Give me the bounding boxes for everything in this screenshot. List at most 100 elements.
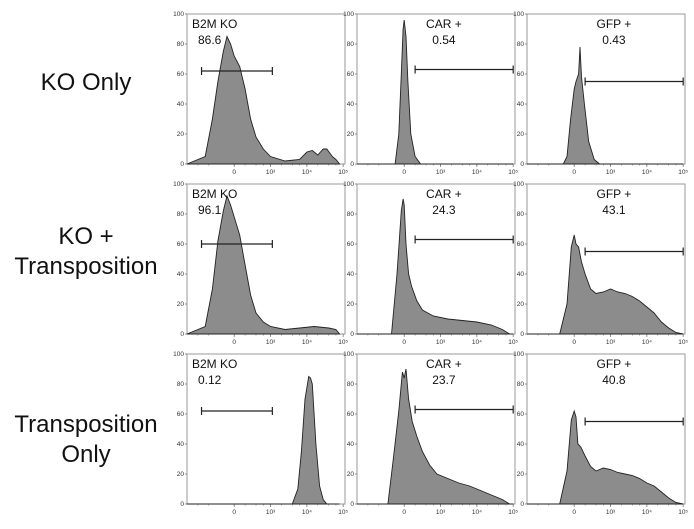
histogram-panel: 0 20 40 60 80 100 0 10³ 10⁴ 10⁵ GFP + 43.1 <box>513 181 688 346</box>
gate-label: GFP + <box>597 357 632 371</box>
x-tick-label: 10³ <box>606 169 616 176</box>
y-tick-label: 40 <box>517 441 525 448</box>
x-tick-label: 10⁵ <box>508 509 518 516</box>
histogram-area <box>186 194 341 335</box>
histogram-area <box>357 198 514 335</box>
y-tick-label: 80 <box>347 211 355 218</box>
gate-percentage: 23.7 <box>432 373 456 387</box>
y-tick-label: 0 <box>180 501 184 508</box>
y-tick-label: 0 <box>350 501 354 508</box>
y-tick-label: 60 <box>177 241 185 248</box>
y-tick-label: 20 <box>517 301 525 308</box>
y-tick-label: 20 <box>177 131 185 138</box>
histogram-area <box>186 35 341 165</box>
histogram-area <box>527 409 684 505</box>
gate-percentage: 43.1 <box>602 203 626 217</box>
x-tick-label: 0 <box>232 339 236 346</box>
y-tick-label: 40 <box>517 101 525 108</box>
x-tick-label: 10³ <box>436 339 446 346</box>
y-tick-label: 80 <box>177 41 185 48</box>
histogram-area <box>357 19 514 165</box>
y-tick-label: 0 <box>180 161 184 168</box>
x-tick-label: 10³ <box>606 339 616 346</box>
y-tick-label: 80 <box>177 211 185 218</box>
y-tick-label: 100 <box>513 11 524 18</box>
x-tick-label: 10³ <box>266 169 276 176</box>
y-tick-label: 60 <box>517 71 525 78</box>
y-tick-label: 100 <box>513 351 524 358</box>
y-tick-label: 80 <box>347 381 355 388</box>
y-tick-label: 0 <box>350 331 354 338</box>
x-tick-label: 10⁵ <box>508 169 518 176</box>
x-tick-label: 0 <box>572 169 576 176</box>
x-tick-label: 10⁵ <box>678 339 688 346</box>
y-tick-label: 60 <box>517 241 525 248</box>
y-tick-label: 0 <box>520 331 524 338</box>
row-label-transposition-only: Transposition Only <box>0 410 172 470</box>
y-tick-label: 100 <box>173 181 184 188</box>
y-tick-label: 80 <box>517 381 525 388</box>
x-tick-label: 10³ <box>436 169 446 176</box>
y-tick-label: 20 <box>347 301 355 308</box>
y-tick-label: 80 <box>517 211 525 218</box>
gate-percentage: 0.54 <box>432 33 456 47</box>
histogram-area <box>527 234 684 335</box>
x-tick-label: 10⁵ <box>338 509 348 516</box>
row-label-line: Transposition <box>14 253 158 280</box>
y-tick-label: 100 <box>173 351 184 358</box>
gate-label: CAR + <box>426 357 462 371</box>
y-tick-label: 40 <box>177 441 185 448</box>
gate-percentage: 86.6 <box>198 33 222 47</box>
y-tick-label: 20 <box>177 301 185 308</box>
row-label-ko-transposition: KO + Transposition <box>0 222 172 282</box>
y-tick-label: 40 <box>177 271 185 278</box>
y-tick-label: 80 <box>347 41 355 48</box>
histogram-panel: 0 20 40 60 80 100 0 10³ 10⁴ 10⁵ CAR + 24.3 <box>343 181 518 346</box>
x-tick-label: 0 <box>402 169 406 176</box>
histogram-area <box>187 375 340 505</box>
gate-label: CAR + <box>426 187 462 201</box>
x-tick-label: 10³ <box>606 509 616 516</box>
y-tick-label: 0 <box>520 501 524 508</box>
histogram-panel: 0 20 40 60 80 100 0 10³ 10⁴ 10⁵ B2M KO 86.6 <box>173 11 348 176</box>
histogram-panel: 0 20 40 60 80 100 0 10³ 10⁴ 10⁵ CAR + 23.7 <box>343 351 518 516</box>
x-tick-label: 10⁴ <box>302 509 312 516</box>
x-tick-label: 0 <box>572 509 576 516</box>
y-tick-label: 40 <box>347 101 355 108</box>
x-tick-label: 10³ <box>436 509 446 516</box>
y-tick-label: 0 <box>180 331 184 338</box>
histogram-panel: 0 20 40 60 80 100 0 10³ 10⁴ 10⁵ B2M KO 0.12 <box>173 351 348 516</box>
histogram-panel: 0 20 40 60 80 100 0 10³ 10⁴ 10⁵ GFP + 40.8 <box>513 351 688 516</box>
histogram-panel: 0 20 40 60 80 100 0 10³ 10⁴ 10⁵ CAR + 0.54 <box>343 11 518 176</box>
x-tick-label: 0 <box>402 509 406 516</box>
y-tick-label: 40 <box>517 271 525 278</box>
x-tick-label: 10⁴ <box>302 339 312 346</box>
x-tick-label: 10⁴ <box>472 509 482 516</box>
x-tick-label: 10⁵ <box>678 509 688 516</box>
y-tick-label: 60 <box>517 411 525 418</box>
x-tick-label: 10⁴ <box>642 339 652 346</box>
y-tick-label: 60 <box>347 411 355 418</box>
y-tick-label: 20 <box>517 471 525 478</box>
gate-label: GFP + <box>597 17 632 31</box>
row-label-line: Only <box>61 441 111 468</box>
y-tick-label: 100 <box>343 351 354 358</box>
y-tick-label: 60 <box>177 411 185 418</box>
x-tick-label: 10⁴ <box>642 509 652 516</box>
panel-frame <box>526 13 686 165</box>
y-tick-label: 80 <box>177 381 185 388</box>
x-tick-label: 0 <box>232 169 236 176</box>
x-tick-label: 10⁴ <box>472 339 482 346</box>
y-tick-label: 100 <box>173 11 184 18</box>
x-tick-label: 10⁵ <box>508 339 518 346</box>
histogram-area <box>357 368 514 505</box>
x-tick-label: 10⁴ <box>642 169 652 176</box>
y-tick-label: 40 <box>347 441 355 448</box>
x-tick-label: 10⁵ <box>338 339 348 346</box>
y-tick-label: 100 <box>343 181 354 188</box>
gate-percentage: 96.1 <box>198 203 222 217</box>
row-label-ko-only: KO Only <box>0 68 172 98</box>
y-tick-label: 100 <box>343 11 354 18</box>
y-tick-label: 100 <box>513 181 524 188</box>
